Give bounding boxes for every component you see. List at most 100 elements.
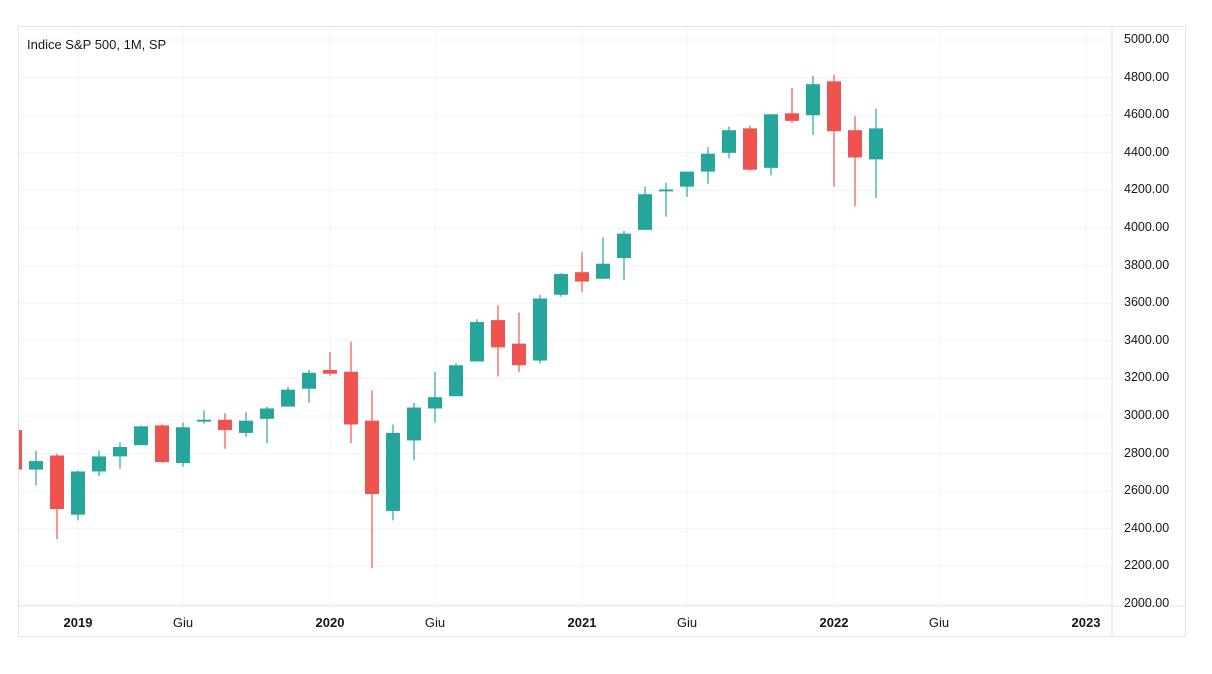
candle-up[interactable] (869, 108, 883, 198)
candle-body (827, 81, 841, 132)
candle-up[interactable] (134, 425, 148, 446)
candle-up[interactable] (659, 182, 673, 217)
x-tick-label: Giu (928, 615, 950, 630)
y-tick-label: 2200.00 (1124, 558, 1170, 573)
x-tick-label: Giu (676, 615, 698, 630)
y-tick-label: 4000.00 (1124, 220, 1170, 234)
candle-down[interactable] (827, 74, 841, 187)
candle-up[interactable] (722, 126, 736, 159)
candle-up[interactable] (197, 410, 211, 424)
candle-body (848, 130, 862, 158)
candle-body (449, 365, 463, 397)
y-tick-label: 3800.00 (1124, 257, 1170, 272)
candle-down[interactable] (50, 453, 64, 540)
y-tick-label: 4800.00 (1124, 69, 1170, 84)
candle-body (491, 320, 505, 348)
candle-body (470, 322, 484, 362)
candle-up[interactable] (428, 371, 442, 423)
y-tick-label: 2800.00 (1124, 445, 1170, 460)
candle-body (29, 461, 43, 470)
candle-down[interactable] (323, 352, 337, 376)
candle-body (50, 455, 64, 510)
candle-body (323, 369, 337, 374)
x-tick-label: 2020 (315, 615, 345, 630)
candle-up[interactable] (764, 114, 778, 176)
candle-body (176, 427, 190, 463)
candle-up[interactable] (680, 171, 694, 197)
candle-body (113, 447, 127, 457)
candle-body (407, 407, 421, 441)
candle-down[interactable] (155, 424, 169, 463)
y-tick-label: 3400.00 (1124, 332, 1170, 347)
candle-body (218, 419, 232, 431)
candle-down[interactable] (491, 305, 505, 377)
candle-body (785, 113, 799, 121)
candle-body (365, 420, 379, 495)
candle-down[interactable] (743, 125, 757, 171)
candle-body (155, 425, 169, 463)
candle-up[interactable] (470, 319, 484, 362)
y-tick-label: 4200.00 (1124, 182, 1170, 197)
x-tick-label: 2021 (567, 615, 597, 630)
candle-up[interactable] (239, 412, 253, 437)
candle-up[interactable] (533, 294, 547, 364)
candle-up[interactable] (596, 237, 610, 279)
candle-up[interactable] (554, 273, 568, 297)
candle-body (575, 272, 589, 282)
y-tick-label: 3200.00 (1124, 370, 1170, 385)
candle-down[interactable] (848, 116, 862, 207)
y-tick-label: 3000.00 (1124, 408, 1170, 422)
chart-title: Indice S&P 500, 1M, SP (27, 37, 167, 52)
candle-up[interactable] (701, 147, 715, 184)
x-tick-label: Giu (172, 615, 194, 630)
candle-up[interactable] (92, 450, 106, 477)
candle-down[interactable] (344, 341, 358, 444)
candle-up[interactable] (806, 75, 820, 135)
candle-down[interactable] (785, 87, 799, 123)
candle-down[interactable] (8, 427, 22, 470)
candle-body (512, 343, 526, 366)
candle-body (701, 153, 715, 172)
x-tick-label: 2023 (1071, 615, 1101, 630)
candle-down[interactable] (365, 390, 379, 569)
candle-body (197, 419, 211, 422)
y-tick-label: 5000.00 (1124, 32, 1170, 46)
candle-body (554, 274, 568, 295)
candle-up[interactable] (113, 442, 127, 469)
candle-body (722, 130, 736, 153)
candle-body (281, 389, 295, 407)
candle-up[interactable] (281, 386, 295, 407)
candle-body (638, 194, 652, 230)
candle-body (344, 371, 358, 425)
candle-up[interactable] (260, 406, 274, 444)
candle-body (869, 128, 883, 160)
candle-body (386, 432, 400, 511)
candle-body (19, 430, 22, 470)
candle-up[interactable] (407, 402, 421, 461)
candle-up[interactable] (29, 450, 43, 486)
y-tick-label: 3600.00 (1124, 295, 1170, 310)
candle-body (659, 189, 673, 192)
candle-body (533, 298, 547, 361)
candle-body (764, 114, 778, 168)
x-tick-label: 2022 (819, 615, 849, 630)
x-tick-label: 2019 (63, 615, 93, 630)
candle-down[interactable] (218, 413, 232, 449)
candle-body (302, 372, 316, 389)
candle-down[interactable] (575, 252, 589, 292)
candle-up[interactable] (638, 186, 652, 230)
axis-layer (18, 27, 1186, 637)
candle-body (239, 420, 253, 433)
candle-down[interactable] (512, 312, 526, 372)
candle-up[interactable] (617, 230, 631, 280)
candle-body (596, 263, 610, 279)
candle-up[interactable] (302, 369, 316, 403)
candle-up[interactable] (449, 363, 463, 397)
candle-up[interactable] (71, 470, 85, 521)
y-tick-label: 4600.00 (1124, 107, 1170, 122)
y-tick-label: 2600.00 (1124, 483, 1170, 498)
candle-up[interactable] (176, 422, 190, 467)
candle-up[interactable] (386, 424, 400, 521)
grid-layer (18, 27, 1112, 606)
